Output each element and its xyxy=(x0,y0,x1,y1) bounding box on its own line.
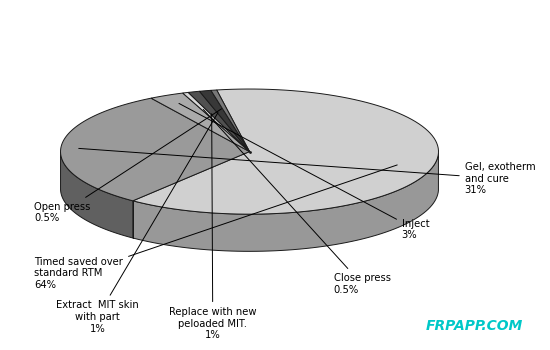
Polygon shape xyxy=(200,90,250,152)
Text: Close press
0.5%: Close press 0.5% xyxy=(204,110,390,295)
Text: Replace with new
peloaded MIT.
1%: Replace with new peloaded MIT. 1% xyxy=(169,114,256,340)
Polygon shape xyxy=(133,89,438,214)
Text: Extract  MIT skin
with part
1%: Extract MIT skin with part 1% xyxy=(56,113,218,334)
Text: Open press
0.5%: Open press 0.5% xyxy=(34,109,222,223)
Text: Timed saved over
standard RTM
64%: Timed saved over standard RTM 64% xyxy=(34,165,397,290)
Text: Inject
3%: Inject 3% xyxy=(179,103,430,240)
Polygon shape xyxy=(151,93,250,152)
Polygon shape xyxy=(183,92,250,152)
Polygon shape xyxy=(188,91,250,152)
Text: FRPAPP.COM: FRPAPP.COM xyxy=(425,318,522,332)
Text: Gel, exotherm
and cure
31%: Gel, exotherm and cure 31% xyxy=(79,148,535,195)
Polygon shape xyxy=(60,98,250,201)
Polygon shape xyxy=(211,90,250,152)
Polygon shape xyxy=(133,153,438,251)
Polygon shape xyxy=(60,153,133,238)
